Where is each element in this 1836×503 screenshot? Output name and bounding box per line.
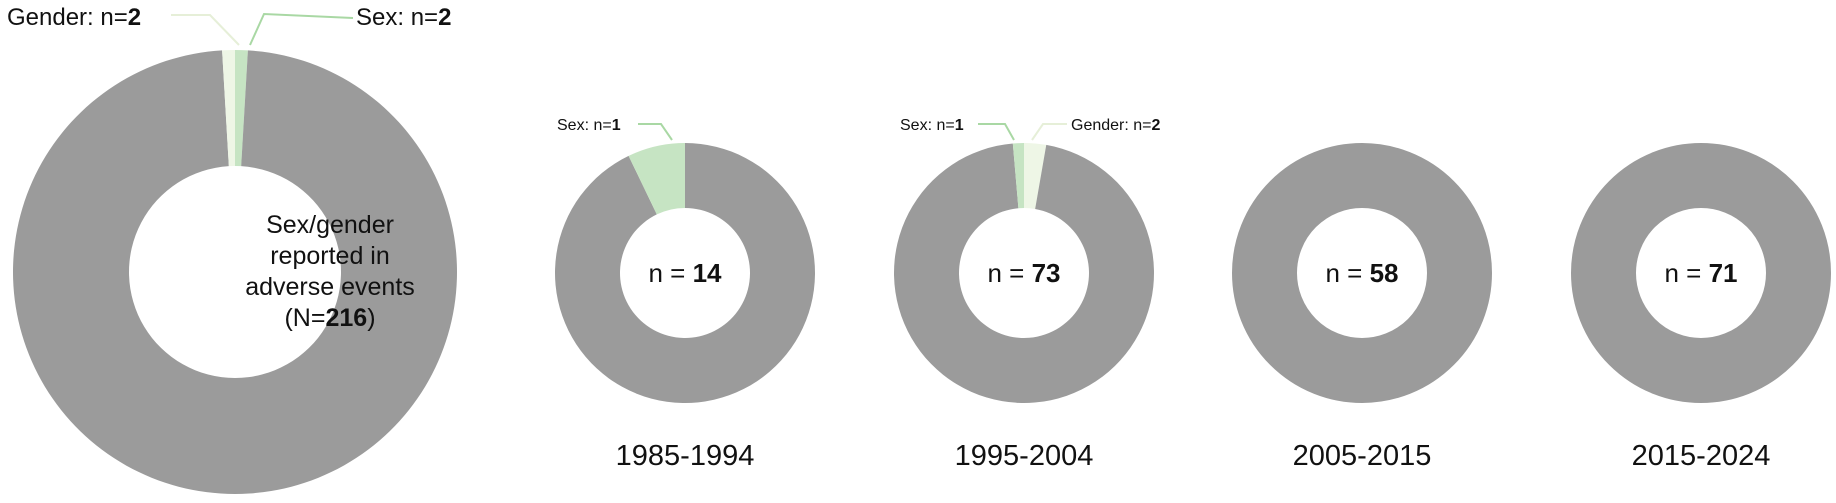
period2-center-prefix: n = bbox=[987, 258, 1032, 288]
donut-1-slice-sex bbox=[628, 143, 685, 215]
period1-sex-label: Sex: n=1 bbox=[557, 117, 621, 135]
overall-gender-label: Gender: n=2 bbox=[7, 4, 141, 32]
period3-title: 2005-2015 bbox=[1292, 440, 1432, 472]
overall-center-line1: Sex/gender bbox=[266, 211, 394, 239]
period4-center-label: n = 71 bbox=[1601, 258, 1801, 288]
overall-center-line2: reported in bbox=[270, 242, 390, 270]
period2-gender-label: Gender: n=2 bbox=[1071, 117, 1160, 135]
period1-sex-label-prefix: Sex: n= bbox=[557, 117, 612, 134]
period1-sex-label-value: 1 bbox=[611, 117, 621, 134]
overall-total-prefix: (N= bbox=[284, 304, 326, 332]
period3-center-value: 58 bbox=[1369, 258, 1399, 288]
donut-1-slice-not-reported bbox=[555, 143, 815, 403]
donut-2-slice-not-reported bbox=[893, 143, 1154, 403]
donut-4-slice-not-reported bbox=[1571, 143, 1831, 403]
period3-center-label: n = 58 bbox=[1262, 258, 1462, 288]
donut-0-slice-not-reported bbox=[13, 50, 458, 495]
overall-sex-label: Sex: n=2 bbox=[356, 4, 451, 32]
period2-gender-label-value: 2 bbox=[1151, 117, 1161, 134]
overall-gender-label-value: 2 bbox=[127, 4, 142, 31]
donut-2-slice-sex bbox=[1012, 143, 1024, 209]
overall-center-label: Sex/gender reported in adverse events (N… bbox=[170, 210, 490, 334]
period2-sex-label-prefix: Sex: n= bbox=[900, 117, 955, 134]
period2-gender-label-prefix: Gender: n= bbox=[1071, 117, 1152, 134]
donut-4 bbox=[1571, 143, 1831, 403]
donut-0-slice-gender bbox=[222, 50, 235, 167]
period1-sex-leader bbox=[638, 123, 673, 141]
period4-center-prefix: n = bbox=[1664, 258, 1709, 288]
overall-total-value: 216 bbox=[325, 304, 368, 332]
overall-total-suffix: ) bbox=[367, 304, 376, 332]
period4-center-value: 71 bbox=[1708, 258, 1738, 288]
period2-sex-label-value: 1 bbox=[954, 117, 964, 134]
donut-3 bbox=[1232, 143, 1492, 403]
period1-center-value: 14 bbox=[692, 258, 722, 288]
donut-3-slice-not-reported bbox=[1232, 143, 1492, 403]
overall-gender-label-prefix: Gender: n= bbox=[7, 4, 128, 31]
donut-0 bbox=[13, 50, 458, 495]
period2-gender-leader bbox=[1031, 123, 1067, 141]
overall-sex-label-prefix: Sex: n= bbox=[356, 4, 439, 31]
period1-center-label: n = 14 bbox=[585, 258, 785, 288]
overall-center-line3: adverse events bbox=[245, 273, 415, 301]
overall-sex-leader bbox=[249, 12, 354, 46]
donut-1 bbox=[555, 143, 815, 403]
donut-0-slice-sex bbox=[235, 50, 248, 167]
overall-gender-leader bbox=[171, 14, 240, 46]
period1-center-prefix: n = bbox=[648, 258, 693, 288]
period2-sex-leader bbox=[978, 123, 1015, 141]
overall-sex-label-value: 2 bbox=[438, 4, 452, 31]
period2-center-value: 73 bbox=[1031, 258, 1061, 288]
period2-title: 1995-2004 bbox=[954, 440, 1094, 472]
donut-2-slice-gender bbox=[1024, 143, 1047, 209]
period2-center-label: n = 73 bbox=[924, 258, 1124, 288]
period4-title: 2015-2024 bbox=[1631, 440, 1771, 472]
period3-center-prefix: n = bbox=[1325, 258, 1370, 288]
period2-sex-label: Sex: n=1 bbox=[900, 117, 964, 135]
overall-center-total: (N=216) bbox=[170, 303, 490, 334]
donut-2 bbox=[893, 143, 1154, 403]
period1-title: 1985-1994 bbox=[615, 440, 755, 472]
